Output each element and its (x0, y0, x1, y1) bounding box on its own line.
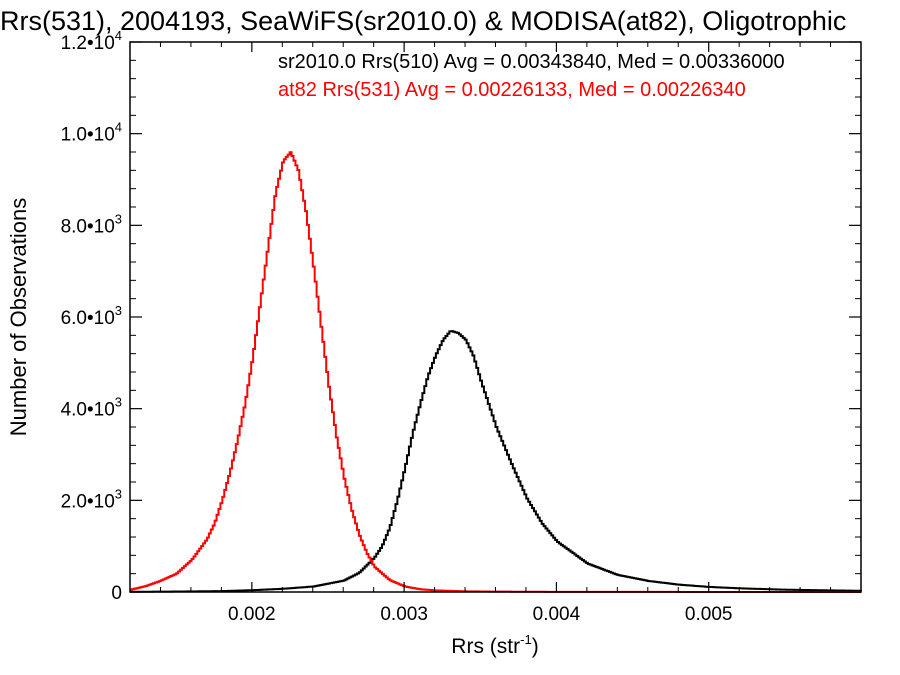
y-axis-title: Number of Observations (6, 198, 31, 436)
y-tick-mantissa: 4.0•10 (61, 400, 115, 421)
y-tick-exponent: 3 (115, 395, 122, 410)
y-tick-exponent: 3 (115, 486, 122, 501)
y-tick-label: 8.0•103 (61, 211, 122, 237)
y-tick-mantissa: 1.0•10 (61, 125, 115, 146)
y-tick-label: 1.0•104 (61, 120, 122, 146)
series-line-0 (130, 330, 862, 593)
x-tick-label: 0.005 (685, 604, 733, 625)
y-tick-mantissa: 6.0•10 (61, 308, 115, 329)
series-line-1 (130, 151, 861, 593)
y-tick-mantissa: 2.0•10 (61, 491, 115, 512)
legend-series-1: at82 Rrs(531) Avg = 0.00226133, Med = 0.… (278, 79, 746, 101)
y-tick-label: 0 (111, 583, 122, 604)
x-axis-title: Rrs (str-1) (451, 632, 538, 658)
x-tick-label: 0.003 (380, 604, 428, 625)
y-tick-mantissa: 1.2•10 (61, 33, 115, 54)
y-tick-label: 2.0•103 (61, 486, 122, 512)
x-axis-title-sup: -1 (520, 632, 532, 647)
x-tick-label: 0.004 (533, 604, 581, 625)
x-tick-label: 0.002 (228, 604, 276, 625)
x-axis-title-end: ) (532, 635, 539, 658)
plot-frame (129, 41, 862, 593)
y-tick-exponent: 4 (115, 28, 122, 43)
y-tick-mantissa: 0 (111, 583, 122, 604)
x-axis-title-main: Rrs (str (451, 635, 520, 658)
plot-area (130, 151, 862, 593)
y-tick-label: 4.0•103 (61, 395, 122, 421)
y-tick-label: 6.0•103 (61, 303, 122, 329)
y-tick-label: 1.2•104 (61, 28, 122, 54)
y-tick-exponent: 3 (115, 303, 122, 318)
legend-series-0: sr2010.0 Rrs(510) Avg = 0.00343840, Med … (278, 51, 785, 73)
y-tick-exponent: 4 (115, 120, 122, 135)
chart-title: Rrs(531), 2004193, SeaWiFS(sr2010.0) & M… (0, 6, 846, 36)
y-tick-exponent: 3 (115, 211, 122, 226)
y-tick-mantissa: 8.0•10 (61, 216, 115, 237)
axis-ticks: 0.002 0.003 0.004 0.00502.0•1034.0•1036.0•1… (61, 28, 861, 625)
